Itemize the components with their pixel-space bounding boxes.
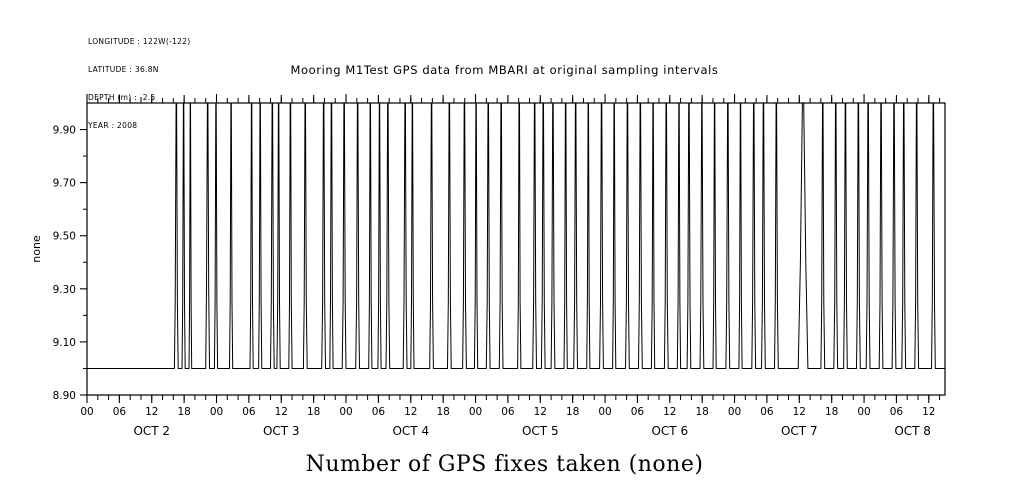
x-axis-hour-label: 12	[534, 406, 547, 418]
plot-title: Mooring M1Test GPS data from MBARI at or…	[290, 63, 719, 77]
x-axis-hour-label: 12	[663, 406, 676, 418]
x-axis-hour-label: 18	[307, 406, 320, 418]
x-axis-hour-label: 06	[631, 406, 645, 418]
plot-frame	[86, 102, 946, 396]
x-axis-hour-label: 12	[404, 406, 417, 418]
x-axis-hour-label: 18	[566, 406, 579, 418]
x-axis-hour-label: 00	[728, 406, 741, 418]
x-axis-day-label: OCT 7	[781, 424, 818, 438]
x-axis-hour-label: 12	[145, 406, 158, 418]
metadata-latitude: LATITUDE : 36.8N	[88, 65, 159, 75]
x-axis-hour-label: 18	[825, 406, 838, 418]
y-axis-label: none	[30, 235, 43, 263]
y-axis-tick-label: 8.90	[53, 390, 76, 402]
x-axis-hour-label: 12	[275, 406, 288, 418]
y-axis-tick-label: 9.30	[53, 284, 76, 296]
y-axis-tick-label: 9.70	[53, 178, 76, 190]
x-axis-hour-label: 06	[113, 406, 127, 418]
x-axis-day-label: OCT 3	[263, 424, 300, 438]
x-axis-hour-label: 00	[339, 406, 352, 418]
x-axis-day-label: OCT 6	[651, 424, 688, 438]
y-axis-tick-label: 9.50	[53, 231, 76, 243]
y-axis-tick-label: 9.90	[53, 125, 76, 137]
x-axis-hour-label: 06	[501, 406, 515, 418]
x-axis-hour-label: 12	[922, 406, 935, 418]
metadata-depth: DEPTH (m) : -2.5	[88, 93, 156, 103]
plot-caption: Number of GPS fixes taken (none)	[305, 452, 704, 477]
x-axis-hour-label: 06	[890, 406, 904, 418]
x-axis-hour-label: 06	[760, 406, 774, 418]
y-axis-tick-label: 9.10	[53, 337, 76, 349]
x-axis-hour-label: 00	[210, 406, 223, 418]
x-axis-day-label: OCT 2	[133, 424, 170, 438]
x-axis-hour-label: 00	[80, 406, 93, 418]
x-axis-day-label: OCT 4	[392, 424, 429, 438]
x-axis-hour-label: 18	[177, 406, 190, 418]
data-series-gps-fixes	[87, 102, 945, 369]
x-axis-day-label: OCT 5	[522, 424, 559, 438]
x-axis-hour-label: 06	[372, 406, 386, 418]
x-axis-hour-label: 12	[793, 406, 806, 418]
x-axis-day-label: OCT 8	[894, 424, 931, 438]
metadata-year: YEAR : 2008	[88, 121, 138, 131]
x-axis-hour-label: 06	[242, 406, 256, 418]
x-axis-hour-label: 18	[436, 406, 449, 418]
x-axis-hour-label: 00	[598, 406, 611, 418]
x-axis-hour-label: 00	[469, 406, 482, 418]
x-axis-hour-label: 00	[857, 406, 870, 418]
metadata-block: LONGITUDE : 122W(-122) LATITUDE : 36.8N …	[88, 18, 191, 150]
metadata-longitude: LONGITUDE : 122W(-122)	[88, 36, 191, 46]
x-axis-hour-label: 18	[695, 406, 708, 418]
